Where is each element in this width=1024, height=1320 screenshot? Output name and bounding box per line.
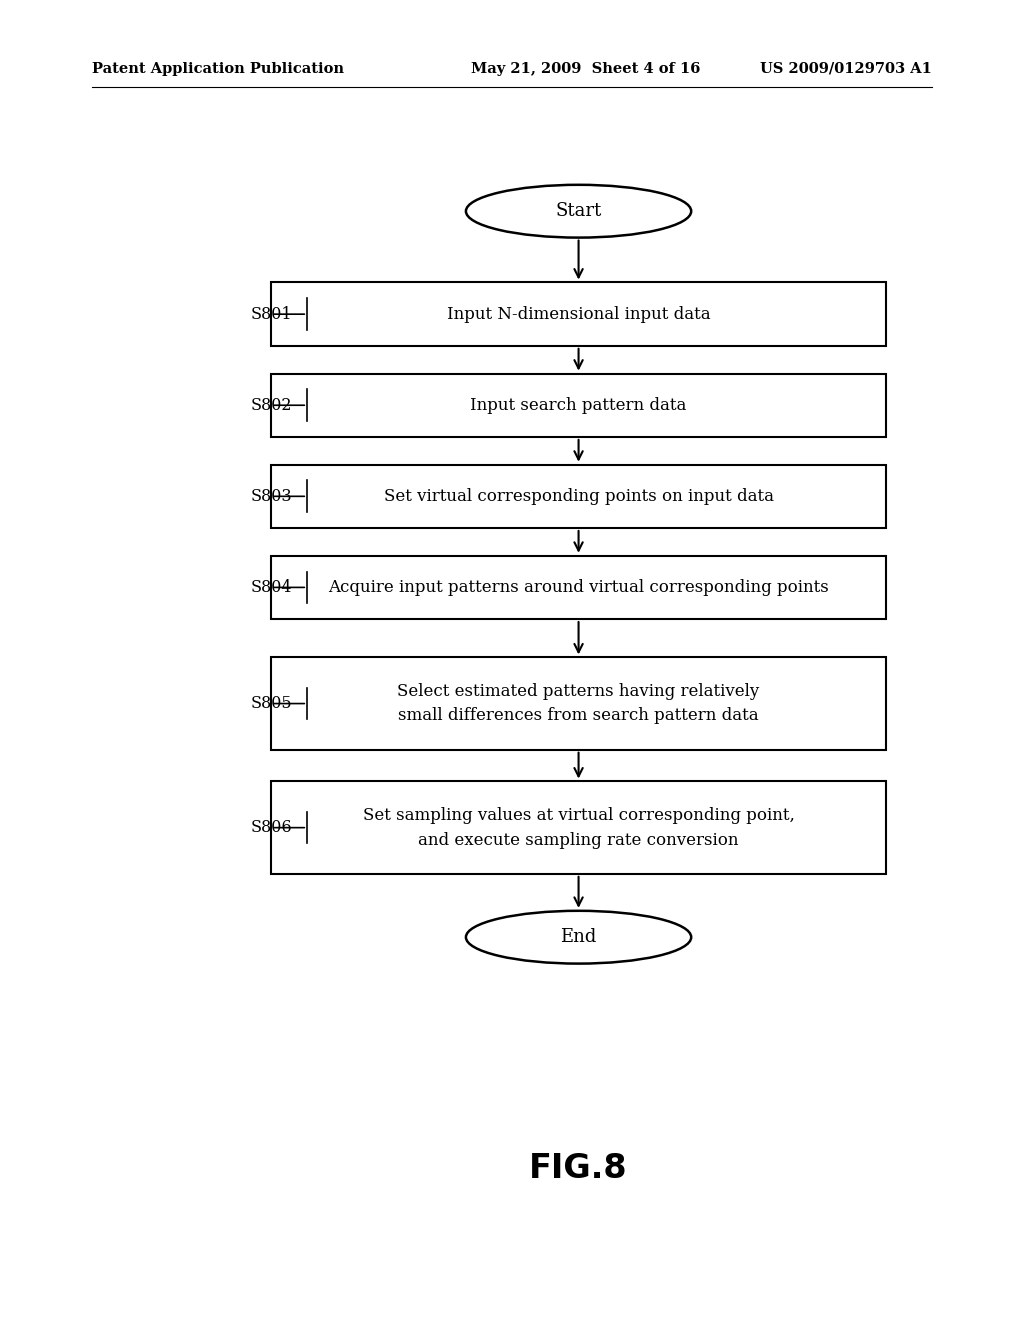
Bar (271, 781, 886, 874)
Text: S804: S804 (250, 579, 292, 595)
Text: Patent Application Publication: Patent Application Publication (92, 62, 344, 75)
Ellipse shape (466, 185, 691, 238)
Text: Acquire input patterns around virtual corresponding points: Acquire input patterns around virtual co… (328, 579, 829, 595)
Text: S806: S806 (250, 820, 292, 836)
Text: May 21, 2009  Sheet 4 of 16: May 21, 2009 Sheet 4 of 16 (471, 62, 700, 75)
Text: Input search pattern data: Input search pattern data (470, 397, 687, 413)
Text: S805: S805 (250, 696, 292, 711)
Text: FIG.8: FIG.8 (529, 1151, 628, 1185)
Ellipse shape (466, 911, 691, 964)
Text: Select estimated patterns having relatively
small differences from search patter: Select estimated patterns having relativ… (397, 682, 760, 725)
Text: S803: S803 (250, 488, 292, 504)
Text: End: End (560, 928, 597, 946)
Text: Input N-dimensional input data: Input N-dimensional input data (446, 306, 711, 322)
Text: S802: S802 (250, 397, 292, 413)
Bar (271, 556, 886, 619)
Bar (271, 657, 886, 750)
Bar (271, 374, 886, 437)
Text: S801: S801 (250, 306, 292, 322)
Text: Set sampling values at virtual corresponding point,
and execute sampling rate co: Set sampling values at virtual correspon… (362, 807, 795, 849)
Bar (271, 282, 886, 346)
Text: Set virtual corresponding points on input data: Set virtual corresponding points on inpu… (384, 488, 773, 504)
Text: US 2009/0129703 A1: US 2009/0129703 A1 (760, 62, 932, 75)
Text: Start: Start (555, 202, 602, 220)
Bar (271, 465, 886, 528)
